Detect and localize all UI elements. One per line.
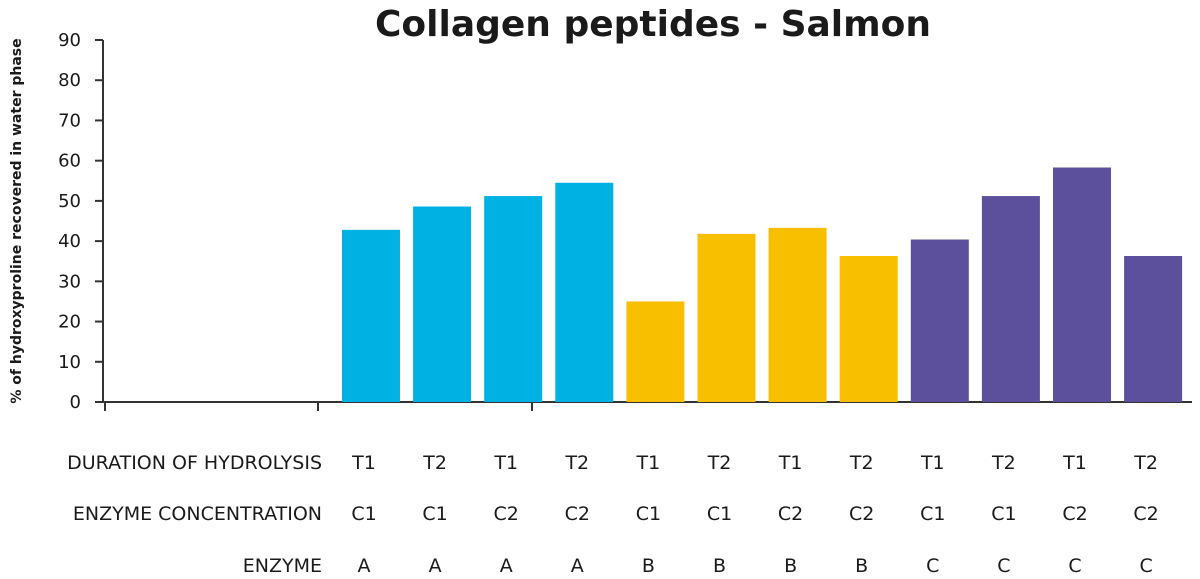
y-axis-label: % of hydroxyproline recovered in water p…: [9, 38, 25, 403]
category-cell: T2: [849, 452, 874, 474]
category-cell: C1: [707, 503, 732, 525]
category-row-label: ENZYME: [243, 555, 322, 577]
category-cell: A: [429, 555, 442, 577]
y-tick-label: 10: [58, 352, 81, 373]
category-cell: C2: [778, 503, 803, 525]
y-tick-label: 60: [58, 151, 81, 172]
category-cell: B: [713, 555, 726, 577]
category-cell: B: [855, 555, 868, 577]
category-cell: T2: [422, 452, 447, 474]
bar: [626, 301, 685, 402]
category-cell: T2: [1133, 452, 1158, 474]
y-tick-label: 80: [58, 70, 81, 91]
category-cell: C: [1068, 555, 1081, 577]
bar: [697, 233, 756, 402]
category-cell: C2: [494, 503, 519, 525]
y-tick-label: 20: [58, 312, 81, 333]
category-cell: T1: [351, 452, 376, 474]
category-cell: B: [642, 555, 655, 577]
category-cell: C1: [920, 503, 945, 525]
category-cell: A: [571, 555, 584, 577]
category-cell: C: [1139, 555, 1152, 577]
category-cell: C1: [351, 503, 376, 525]
category-cell: T1: [636, 452, 661, 474]
category-row-label: DURATION OF HYDROLYSIS: [67, 452, 322, 474]
category-cell: B: [784, 555, 797, 577]
y-tick-label: 70: [58, 110, 81, 131]
bar: [1124, 255, 1183, 402]
bar: [342, 229, 400, 402]
bar: [981, 196, 1040, 402]
y-tick-label: 0: [70, 392, 81, 413]
category-cell: C1: [636, 503, 661, 525]
category-cell: C1: [422, 503, 447, 525]
category-cell: T2: [991, 452, 1016, 474]
category-cell: T2: [564, 452, 589, 474]
y-tick-label: 90: [58, 30, 81, 51]
bar: [1053, 167, 1111, 402]
y-tick-label: 40: [58, 231, 81, 252]
x-axis: [103, 401, 1192, 411]
bar: [484, 196, 543, 402]
category-cell: T1: [1062, 452, 1087, 474]
bar: [839, 255, 898, 402]
chart-title: Collagen peptides - Salmon: [375, 4, 931, 45]
category-cell: C1: [991, 503, 1016, 525]
category-cell: C2: [1062, 503, 1087, 525]
category-cell: T1: [493, 452, 518, 474]
category-table: DURATION OF HYDROLYSIS T1 T2 T1 T2 T1 T2 T1 T2 T1…: [67, 452, 1159, 577]
y-tick-label: 50: [58, 191, 81, 212]
bar: [413, 206, 472, 402]
category-cell: C: [997, 555, 1010, 577]
bar: [910, 239, 969, 402]
bar-series: [342, 167, 1183, 402]
category-cell: A: [358, 555, 371, 577]
category-row-label: ENZYME CONCENTRATION: [73, 503, 322, 525]
y-tick-label: 30: [58, 271, 81, 292]
y-axis: 0 10 20 30 40 50 60 70 80 90: [58, 30, 104, 413]
category-cell: T1: [778, 452, 803, 474]
category-cell: T2: [707, 452, 732, 474]
bar: [768, 227, 827, 402]
category-cell: C2: [1133, 503, 1158, 525]
category-cell: A: [500, 555, 513, 577]
category-cell: C2: [849, 503, 874, 525]
category-cell: C2: [565, 503, 590, 525]
category-cell: C: [926, 555, 939, 577]
bar: [555, 182, 614, 402]
category-cell: T1: [920, 452, 945, 474]
